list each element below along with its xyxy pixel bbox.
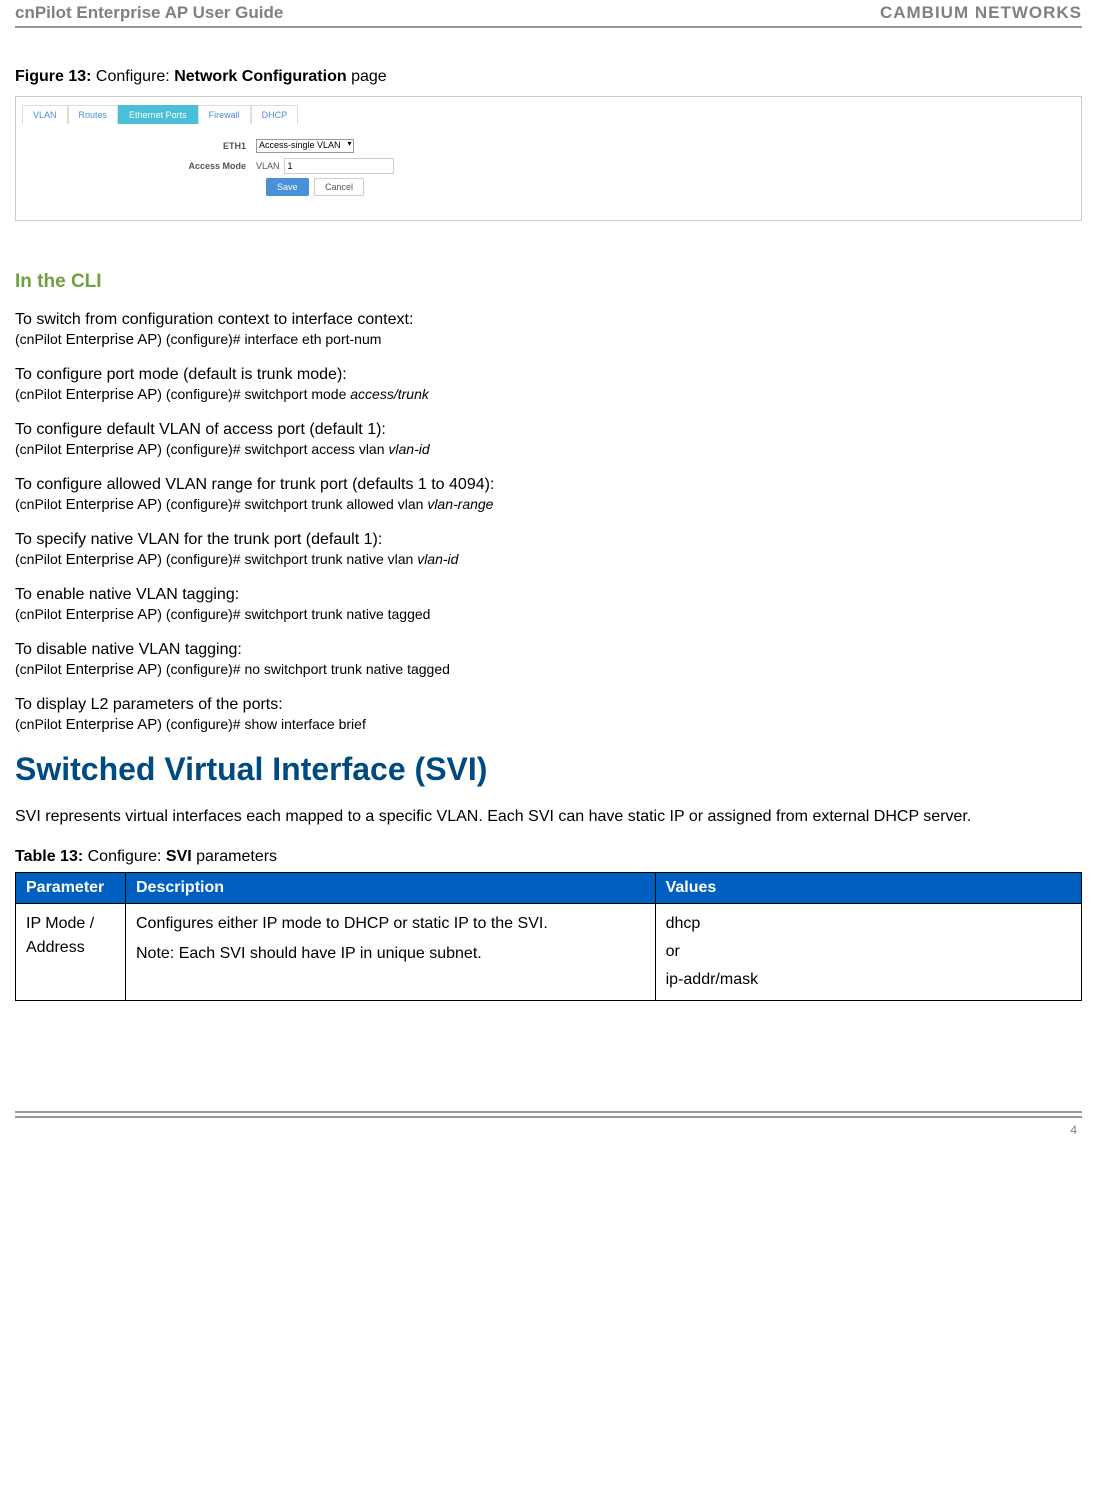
cli-block: To specify native VLAN for the trunk por… <box>15 531 1082 568</box>
cell-values: dhcp or ip-addr/mask <box>655 904 1081 1001</box>
cli-command: (cnPilot Enterprise AP) (configure)# no … <box>15 661 1082 678</box>
cli-command: (cnPilot Enterprise AP) (configure)# swi… <box>15 386 1082 403</box>
cli-command: (cnPilot Enterprise AP) (configure)# int… <box>15 331 1082 348</box>
eth1-label: ETH1 <box>146 141 256 151</box>
page-header: cnPilot Enterprise AP User Guide CAMBIUM… <box>15 0 1082 28</box>
cell-desc: Configures either IP mode to DHCP or sta… <box>126 904 656 1001</box>
header-left: cnPilot Enterprise AP User Guide <box>15 3 283 23</box>
cli-block: To switch from configuration context to … <box>15 311 1082 348</box>
cli-command: (cnPilot Enterprise AP) (configure)# sho… <box>15 716 1082 733</box>
cancel-button[interactable]: Cancel <box>314 178 364 196</box>
svi-body: SVI represents virtual interfaces each m… <box>15 806 1082 828</box>
th-values: Values <box>655 873 1081 904</box>
cli-title: To disable native VLAN tagging: <box>15 641 1082 659</box>
save-button[interactable]: Save <box>266 178 309 196</box>
table-caption: Table 13: Configure: SVI parameters <box>15 848 1082 866</box>
th-parameter: Parameter <box>16 873 126 904</box>
cli-title: To configure default VLAN of access port… <box>15 421 1082 439</box>
cli-command: (cnPilot Enterprise AP) (configure)# swi… <box>15 441 1082 458</box>
form-area: ETH1 Access-single VLAN Access Mode VLAN… <box>16 124 1081 192</box>
cli-title: To enable native VLAN tagging: <box>15 586 1082 604</box>
cli-heading: In the CLI <box>15 271 1082 293</box>
cli-block: To configure allowed VLAN range for trun… <box>15 476 1082 513</box>
cli-command: (cnPilot Enterprise AP) (configure)# swi… <box>15 551 1082 568</box>
cli-title: To switch from configuration context to … <box>15 311 1082 329</box>
cli-block: To configure port mode (default is trunk… <box>15 366 1082 403</box>
eth1-select[interactable]: Access-single VLAN <box>256 139 354 153</box>
tab-routes[interactable]: Routes <box>68 105 119 124</box>
cli-title: To configure allowed VLAN range for trun… <box>15 476 1082 494</box>
cli-command: (cnPilot Enterprise AP) (configure)# swi… <box>15 496 1082 513</box>
cli-block: To configure default VLAN of access port… <box>15 421 1082 458</box>
cell-param: IP Mode / Address <box>16 904 126 1001</box>
tab-ethernet-ports[interactable]: Ethernet Ports <box>118 105 198 124</box>
figure-caption: Figure 13: Configure: Network Configurat… <box>15 68 1082 86</box>
access-mode-label: Access Mode <box>146 161 256 171</box>
svi-table: Parameter Description Values IP Mode / A… <box>15 872 1082 1001</box>
button-row: Save Cancel <box>16 182 1081 192</box>
cli-title: To configure port mode (default is trunk… <box>15 366 1082 384</box>
vlan-prefix: VLAN <box>256 161 280 171</box>
cli-command: (cnPilot Enterprise AP) (configure)# swi… <box>15 606 1082 623</box>
th-description: Description <box>126 873 656 904</box>
vlan-input[interactable] <box>284 158 394 174</box>
config-screenshot: VLAN Routes Ethernet Ports Firewall DHCP… <box>15 96 1082 221</box>
access-mode-row: Access Mode VLAN <box>16 158 1081 174</box>
figure-num: Figure 13: <box>15 68 91 85</box>
page-number: 4 <box>1070 1123 1077 1137</box>
eth1-row: ETH1 Access-single VLAN <box>16 139 1081 153</box>
cli-block: To enable native VLAN tagging: (cnPilot E… <box>15 586 1082 623</box>
tab-vlan[interactable]: VLAN <box>22 105 68 124</box>
cli-block: To display L2 parameters of the ports: (c… <box>15 696 1082 733</box>
svi-heading: Switched Virtual Interface (SVI) <box>15 751 1082 788</box>
header-right: CAMBIUM NETWORKS <box>880 3 1082 23</box>
page-footer: 4 <box>15 1111 1082 1139</box>
cli-block: To disable native VLAN tagging: (cnPilot … <box>15 641 1082 678</box>
cli-title: To display L2 parameters of the ports: <box>15 696 1082 714</box>
tab-firewall[interactable]: Firewall <box>198 105 251 124</box>
table-row: IP Mode / Address Configures either IP m… <box>16 904 1082 1001</box>
tab-bar: VLAN Routes Ethernet Ports Firewall DHCP <box>16 97 1081 124</box>
cli-title: To specify native VLAN for the trunk por… <box>15 531 1082 549</box>
tab-dhcp[interactable]: DHCP <box>251 105 299 124</box>
